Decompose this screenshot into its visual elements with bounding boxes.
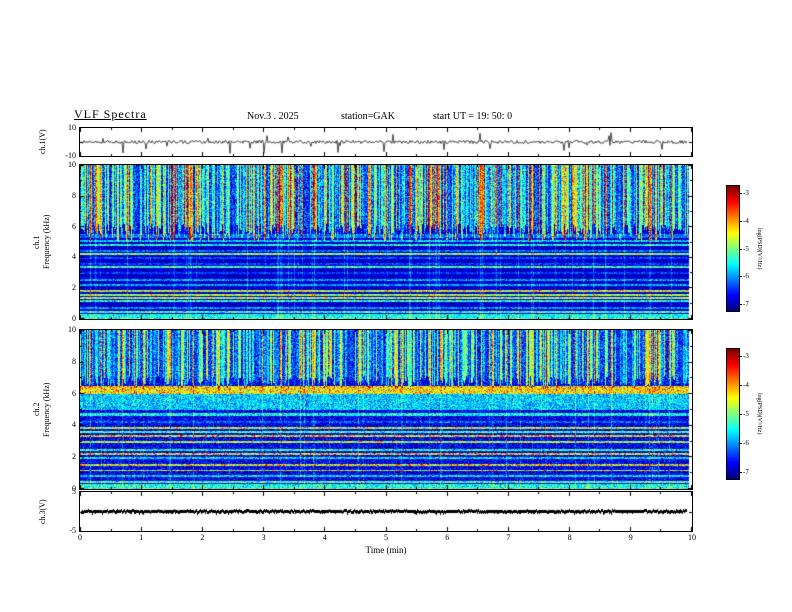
colorbar-tick xyxy=(739,304,742,305)
ch1-voltage-axis-label: ch.1(V) xyxy=(38,129,47,155)
y-tick-label: 10 xyxy=(68,123,76,132)
colorbar-tick xyxy=(739,220,742,222)
x-tick-label: 5 xyxy=(384,533,388,542)
y-tick-label: 8 xyxy=(72,356,76,366)
x-tick-label: 7 xyxy=(506,533,511,542)
colorbar-tick-label: -4 xyxy=(743,216,749,225)
y-tick-label: -5 xyxy=(69,526,76,535)
start-ut-label: start UT = 19: 50: 0 xyxy=(433,111,513,122)
date-label: Nov.3 . 2025 xyxy=(247,111,299,122)
y-tick-label: 2 xyxy=(72,283,76,293)
ch2-spectrogram-panel xyxy=(79,329,693,490)
colorbar-tick xyxy=(739,248,742,250)
colorbar-tick xyxy=(739,193,742,194)
colorbar-tick xyxy=(739,472,742,473)
colorbar-tick-label: -6 xyxy=(743,439,749,447)
y-tick-label: -10 xyxy=(65,151,76,160)
colorbar-tick-label: -4 xyxy=(743,381,749,389)
plot-title: VLF Spectra xyxy=(74,107,147,121)
y-tick-label: 10 xyxy=(68,325,76,334)
x-tick-label: 10 xyxy=(688,533,696,542)
colorbar-tick-label: -7 xyxy=(743,300,749,308)
y-tick-label: 5 xyxy=(72,487,76,496)
colorbar-tick-label: -5 xyxy=(743,244,749,253)
ch1-spectrogram-panel xyxy=(79,164,693,320)
colorbar-tick-label: -6 xyxy=(743,272,749,281)
colorbar-tick-label: -3 xyxy=(743,352,749,360)
x-axis-label: Time (min) xyxy=(365,545,407,555)
y-tick-label: 6 xyxy=(72,221,76,231)
colorbar-tick-label: -3 xyxy=(743,189,749,197)
ch1-frequency-axis-label: ch.1 Frequency (kHz) xyxy=(32,214,51,270)
colorbar-tick-label: -7 xyxy=(743,468,749,476)
colorbar-tick xyxy=(739,276,742,278)
y-tick-label: 4 xyxy=(72,252,76,262)
x-tick-label: 8 xyxy=(567,533,572,542)
ch2-frequency-axis-label: ch.2 Frequency (kHz) xyxy=(32,382,51,437)
y-tick-label: 0 xyxy=(72,484,76,493)
colorbar-ch2-label: log(PSD)(V²/Hz) xyxy=(756,393,762,435)
colorbar-ch2 xyxy=(726,348,740,480)
station-label: station=GAK xyxy=(341,111,395,122)
x-tick-label: 4 xyxy=(322,533,327,542)
y-tick-label: 10 xyxy=(68,160,76,169)
y-tick-label: 2 xyxy=(72,452,76,462)
y-tick-label: 4 xyxy=(72,420,76,430)
y-tick-label: 8 xyxy=(72,190,76,200)
colorbar-tick-label: -5 xyxy=(743,410,749,418)
y-tick-label: 6 xyxy=(72,388,76,398)
x-tick-label: 3 xyxy=(261,533,266,542)
colorbar-ch1-label: log(PSD)(V²/Hz) xyxy=(756,227,762,270)
colorbar-ch1 xyxy=(726,185,740,312)
x-tick-label: 6 xyxy=(445,533,450,542)
ch3-waveform-panel xyxy=(79,491,693,532)
x-tick-label: 0 xyxy=(78,533,82,542)
colorbar-tick xyxy=(739,443,742,444)
ch3-voltage-axis-label: ch.3(V) xyxy=(38,499,47,524)
x-tick-label: 2 xyxy=(200,533,205,542)
colorbar-tick xyxy=(739,356,742,357)
y-tick-label: 0 xyxy=(72,314,76,323)
x-tick-label: 1 xyxy=(139,533,144,542)
x-tick-label: 9 xyxy=(628,533,633,542)
colorbar-tick xyxy=(739,414,742,415)
colorbar-tick xyxy=(739,385,742,386)
ch1-waveform-panel xyxy=(79,127,693,157)
